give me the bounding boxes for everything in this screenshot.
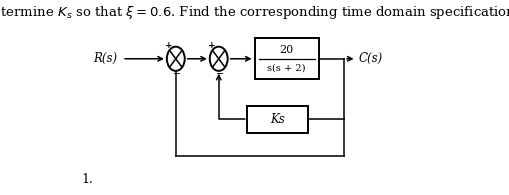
Text: +: + [165, 41, 173, 50]
Text: Determine $K_s$ so that $\xi = 0.6$. Find the corresponding time domain specific: Determine $K_s$ so that $\xi = 0.6$. Fin… [0, 4, 509, 21]
Text: 20: 20 [279, 45, 294, 55]
Text: C(s): C(s) [358, 52, 382, 65]
Text: R(s): R(s) [94, 52, 118, 65]
Text: −: − [216, 69, 224, 79]
Text: 1.: 1. [81, 173, 93, 186]
FancyBboxPatch shape [247, 106, 308, 133]
Text: −: − [173, 69, 181, 79]
Text: +: + [208, 41, 216, 50]
Text: Ks: Ks [270, 113, 285, 126]
FancyBboxPatch shape [254, 38, 319, 79]
Text: s(s + 2): s(s + 2) [267, 64, 306, 73]
